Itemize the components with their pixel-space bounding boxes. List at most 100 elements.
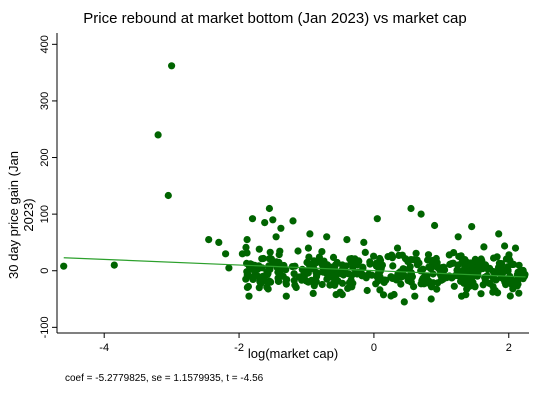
data-point	[215, 238, 223, 246]
data-point	[336, 288, 344, 296]
data-point	[412, 249, 420, 257]
y-tick-label: -100	[39, 316, 51, 338]
data-point	[457, 277, 465, 285]
data-point	[427, 295, 435, 303]
data-point	[255, 245, 263, 253]
data-point	[277, 224, 285, 232]
data-point	[280, 261, 288, 270]
data-point	[361, 248, 369, 256]
data-point	[205, 236, 213, 244]
data-point	[60, 262, 68, 270]
data-point	[495, 230, 503, 238]
data-point	[274, 277, 282, 285]
data-point	[246, 260, 254, 268]
data-point	[312, 273, 321, 281]
data-point	[493, 253, 501, 261]
data-point	[424, 256, 432, 264]
data-point	[264, 285, 272, 293]
data-point	[508, 275, 516, 283]
data-point	[333, 258, 341, 267]
fit-line	[63, 257, 526, 278]
data-point	[407, 204, 415, 213]
x-tick-label: -4	[99, 342, 109, 354]
data-point	[259, 254, 267, 263]
data-point	[225, 264, 233, 272]
data-point	[481, 276, 489, 284]
data-point	[395, 251, 403, 259]
data-point	[265, 204, 273, 213]
data-point	[509, 260, 518, 268]
data-point	[222, 250, 230, 258]
data-point	[366, 260, 374, 268]
data-point	[393, 244, 402, 252]
chart-title: Price rebound at market bottom (Jan 2023…	[83, 10, 467, 27]
data-point	[238, 250, 246, 258]
data-point	[276, 271, 284, 279]
data-point	[306, 230, 314, 238]
data-point	[305, 253, 313, 261]
data-point	[501, 242, 509, 250]
data-point	[492, 276, 500, 284]
data-point	[154, 131, 162, 139]
data-point	[256, 277, 264, 285]
data-point	[329, 253, 338, 261]
data-point	[372, 262, 380, 270]
data-point	[248, 215, 257, 223]
data-point	[265, 277, 274, 285]
data-point	[429, 270, 437, 278]
data-point	[511, 244, 520, 252]
data-point	[346, 255, 354, 263]
data-point	[292, 283, 300, 292]
y-tick-label: 300	[39, 92, 51, 110]
data-point	[454, 233, 462, 241]
data-point	[337, 270, 345, 278]
data-point	[276, 247, 284, 255]
data-point	[370, 252, 378, 260]
data-point	[410, 256, 418, 264]
data-point	[427, 265, 435, 273]
data-point	[110, 261, 118, 269]
data-point	[309, 289, 317, 297]
data-point	[310, 257, 318, 265]
data-point	[376, 256, 385, 264]
y-tick-label: 400	[39, 35, 51, 53]
data-point	[345, 270, 353, 278]
data-point	[450, 282, 458, 290]
fit-line-group	[63, 257, 526, 278]
data-point	[318, 280, 326, 289]
data-point	[245, 292, 253, 300]
x-tick-label: 2	[506, 342, 512, 354]
data-point	[392, 273, 400, 281]
data-point	[484, 265, 492, 273]
data-point	[379, 291, 388, 299]
x-tick-label: 0	[371, 342, 377, 354]
data-point	[294, 247, 302, 255]
data-point	[266, 248, 274, 256]
data-point	[243, 268, 251, 276]
data-point	[501, 278, 509, 286]
data-point	[254, 265, 262, 273]
data-point	[318, 248, 326, 256]
data-point	[319, 268, 327, 276]
data-point	[282, 278, 290, 286]
data-point	[346, 280, 354, 288]
data-point	[491, 286, 499, 295]
data-point	[515, 261, 523, 269]
data-point	[289, 217, 297, 225]
data-point	[326, 281, 334, 289]
x-axis-label: log(market cap)	[247, 346, 339, 361]
data-point	[243, 236, 251, 244]
data-point	[506, 292, 514, 300]
data-point	[242, 243, 250, 251]
regression-annotation: coef = -5.2779825, se = 1.1579935, t = -…	[65, 373, 264, 384]
data-point	[448, 274, 456, 282]
data-point	[323, 233, 331, 241]
data-point	[461, 262, 469, 271]
data-point	[387, 273, 395, 281]
data-point	[519, 267, 527, 275]
data-point	[515, 289, 523, 297]
data-point	[265, 255, 273, 263]
data-point	[168, 62, 176, 70]
data-point	[376, 272, 384, 280]
data-point	[360, 238, 368, 246]
